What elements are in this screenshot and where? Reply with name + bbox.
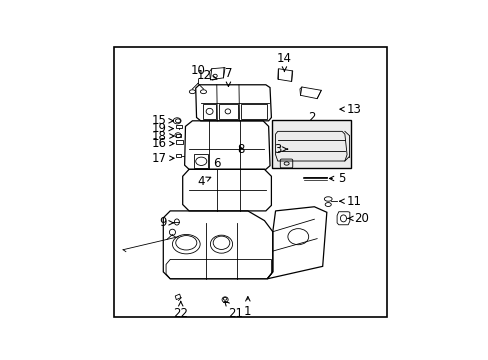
Text: 6: 6 [213, 157, 220, 170]
Text: 19: 19 [152, 122, 173, 135]
Text: 18: 18 [152, 130, 174, 143]
Text: 14: 14 [276, 52, 291, 71]
Text: 1: 1 [244, 297, 251, 318]
Text: 3: 3 [274, 143, 287, 156]
Text: 9: 9 [159, 216, 173, 229]
Text: 12: 12 [196, 69, 217, 82]
Text: 15: 15 [152, 114, 173, 127]
Text: 13: 13 [339, 103, 361, 116]
Bar [272, 120, 350, 168]
Text: 21: 21 [224, 301, 243, 320]
Text: 8: 8 [237, 143, 244, 156]
Text: 2: 2 [307, 111, 315, 123]
Text: 7: 7 [224, 67, 232, 86]
Text: 17: 17 [152, 152, 174, 165]
Text: 5: 5 [329, 172, 345, 185]
Text: 11: 11 [339, 195, 361, 208]
Text: 22: 22 [173, 301, 188, 320]
Text: 10: 10 [190, 64, 205, 77]
Text: 20: 20 [347, 212, 368, 225]
Text: 16: 16 [152, 137, 174, 150]
Bar [272, 120, 350, 168]
Text: 4: 4 [197, 175, 210, 188]
